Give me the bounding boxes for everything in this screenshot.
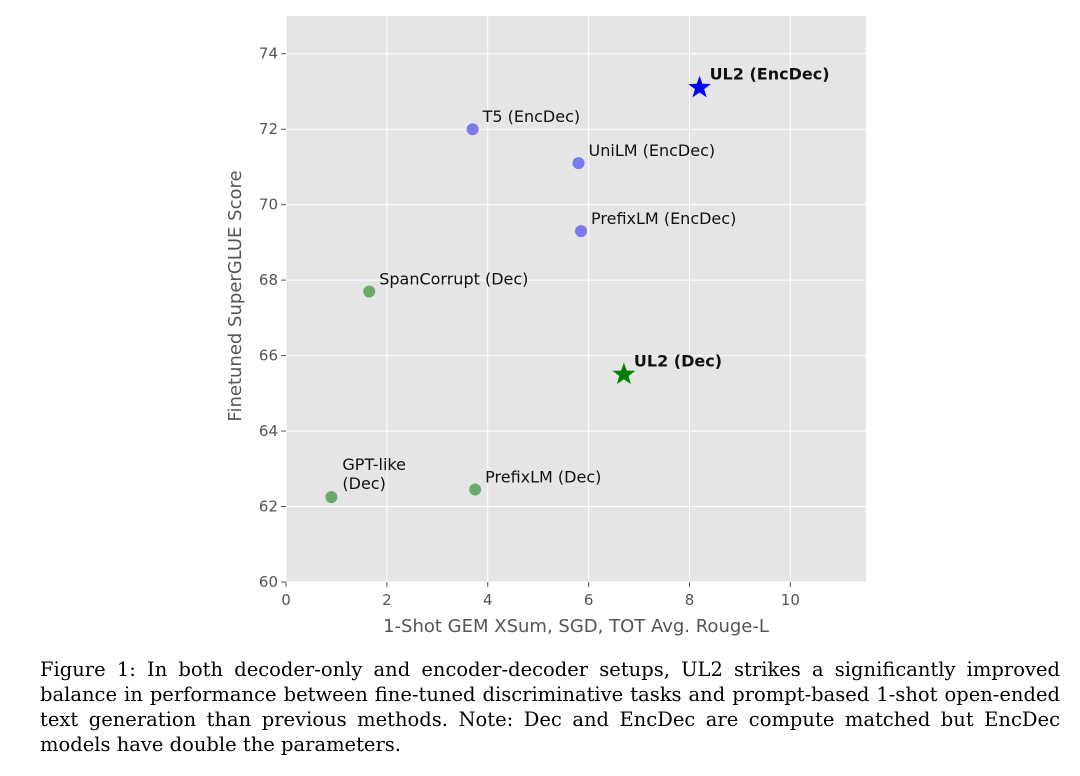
point-prefixlm-encdec [575, 225, 588, 238]
data-points [325, 75, 711, 504]
y-tick-label: 68 [259, 271, 278, 289]
point-gpt-like-dec [325, 491, 338, 504]
x-tick-label: 8 [685, 591, 695, 609]
point-prefixlm-dec [469, 483, 482, 496]
y-axis-ticks: 60 62 64 66 68 70 72 74 [259, 45, 286, 591]
x-axis-label: 1-Shot GEM XSum, SGD, TOT Avg. Rouge-L [383, 616, 769, 637]
y-tick-label: 62 [259, 498, 278, 516]
x-tick-label: 2 [382, 591, 392, 609]
point-label-ul2-dec: UL2 (Dec) [634, 351, 722, 370]
point-label-gpt-like-dec: (Dec) [342, 474, 385, 493]
point-t5-encdec [466, 123, 479, 136]
x-tick-label: 0 [281, 591, 291, 609]
gridlines [285, 16, 866, 583]
point-unilm-encdec [572, 157, 585, 170]
figure-caption: Figure 1: In both decoder-only and encod… [40, 658, 1060, 756]
point-ul2-encdec [688, 75, 711, 98]
y-tick-label: 70 [259, 196, 278, 214]
point-label-t5-encdec: T5 (EncDec) [482, 107, 581, 126]
point-spancorrupt-dec [363, 285, 376, 298]
y-tick-label: 64 [259, 422, 278, 440]
point-ul2-dec [612, 362, 636, 385]
point-label-ul2-encdec: UL2 (EncDec) [710, 65, 830, 84]
y-tick-label: 66 [259, 347, 278, 365]
y-tick-label: 72 [259, 120, 278, 138]
point-label-spancorrupt-dec: SpanCorrupt (Dec) [379, 269, 528, 288]
y-axis-label: Finetuned SuperGLUE Score [225, 170, 246, 421]
x-tick-label: 6 [584, 591, 594, 609]
x-tick-label: 10 [781, 591, 800, 609]
point-label-prefixlm-encdec: PrefixLM (EncDec) [591, 209, 736, 228]
y-tick-label: 60 [259, 573, 278, 591]
point-labels: T5 (EncDec) UniLM (EncDec) PrefixLM (EncDe… [342, 65, 829, 493]
point-label-gpt-like-dec: GPT-like [342, 455, 406, 474]
point-label-prefixlm-dec: PrefixLM (Dec) [485, 468, 601, 487]
y-tick-label: 74 [259, 45, 278, 63]
x-axis-ticks: 0 2 4 6 8 10 [281, 582, 800, 609]
point-label-unilm-encdec: UniLM (EncDec) [589, 141, 716, 160]
plot-area [286, 16, 866, 582]
x-tick-label: 4 [483, 591, 493, 609]
